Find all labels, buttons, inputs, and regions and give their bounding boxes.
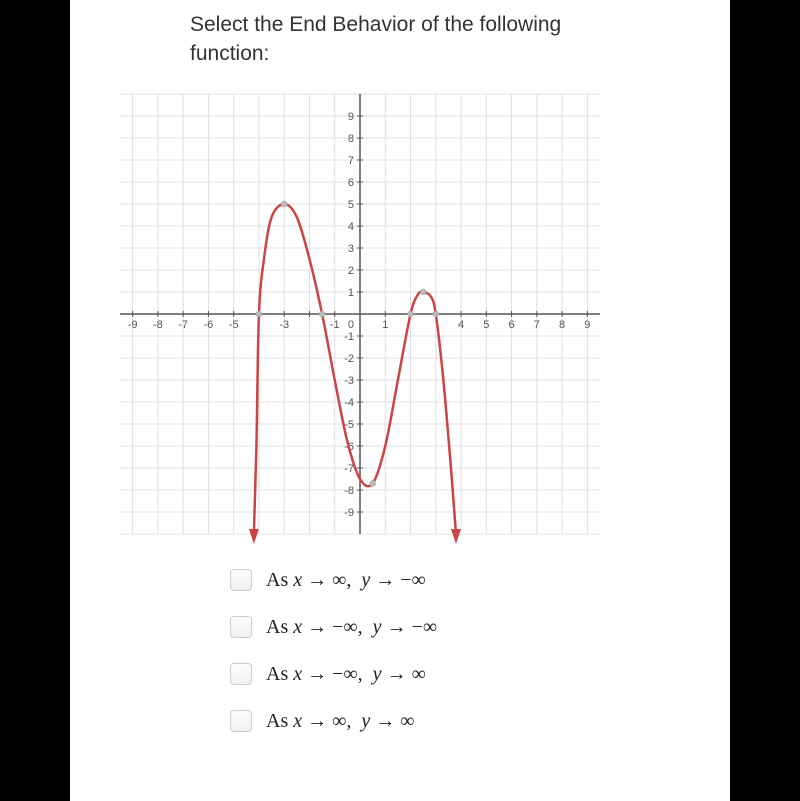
checkbox[interactable] [230,616,252,638]
svg-text:9: 9 [584,319,590,331]
svg-text:0: 0 [348,319,354,331]
answer-text: As x → −∞, y → ∞ [266,663,426,686]
svg-text:4: 4 [458,319,464,331]
svg-text:-8: -8 [153,319,163,331]
svg-text:3: 3 [348,243,354,255]
svg-text:5: 5 [483,319,489,331]
svg-text:-3: -3 [344,375,354,387]
svg-text:-1: -1 [344,331,354,343]
svg-text:-5: -5 [229,319,239,331]
svg-text:7: 7 [534,319,540,331]
prompt-line-1: Select the End Behavior of the following [190,13,561,36]
checkbox[interactable] [230,569,252,591]
answer-list: As x → ∞, y → −∞ As x → −∞, y → −∞ As x … [230,569,710,733]
answer-text: As x → ∞, y → −∞ [266,569,426,592]
svg-text:-3: -3 [279,319,289,331]
svg-text:5: 5 [348,199,354,211]
svg-text:6: 6 [509,319,515,331]
svg-text:-7: -7 [344,463,354,475]
svg-text:-7: -7 [178,319,188,331]
svg-text:7: 7 [348,155,354,167]
svg-text:4: 4 [348,221,354,233]
answer-text: As x → −∞, y → −∞ [266,616,437,639]
answer-row: As x → ∞, y → ∞ [230,710,710,733]
svg-text:-6: -6 [204,319,214,331]
checkbox[interactable] [230,663,252,685]
svg-text:9: 9 [348,111,354,123]
svg-text:6: 6 [348,177,354,189]
svg-text:8: 8 [348,133,354,145]
prompt-line-2: function: [190,42,269,65]
svg-text:-9: -9 [344,507,354,519]
question-prompt: Select the End Behavior of the following… [190,10,670,69]
svg-text:-8: -8 [344,485,354,497]
answer-text: As x → ∞, y → ∞ [266,710,415,733]
svg-text:-4: -4 [344,397,354,409]
answer-row: As x → −∞, y → −∞ [230,616,710,639]
svg-text:-9: -9 [128,319,138,331]
svg-text:1: 1 [348,287,354,299]
answer-row: As x → −∞, y → ∞ [230,663,710,686]
graph-container: -9-8-7-6-5-3-114567890-9-8-7-6-5-4-3-2-1… [90,89,610,549]
svg-text:-1: -1 [330,319,340,331]
svg-text:8: 8 [559,319,565,331]
svg-text:1: 1 [382,319,388,331]
answer-row: As x → ∞, y → −∞ [230,569,710,592]
page: Select the End Behavior of the following… [70,0,730,801]
checkbox[interactable] [230,710,252,732]
svg-text:2: 2 [348,265,354,277]
graph-svg: -9-8-7-6-5-3-114567890-9-8-7-6-5-4-3-2-1… [90,89,610,549]
svg-text:-2: -2 [344,353,354,365]
